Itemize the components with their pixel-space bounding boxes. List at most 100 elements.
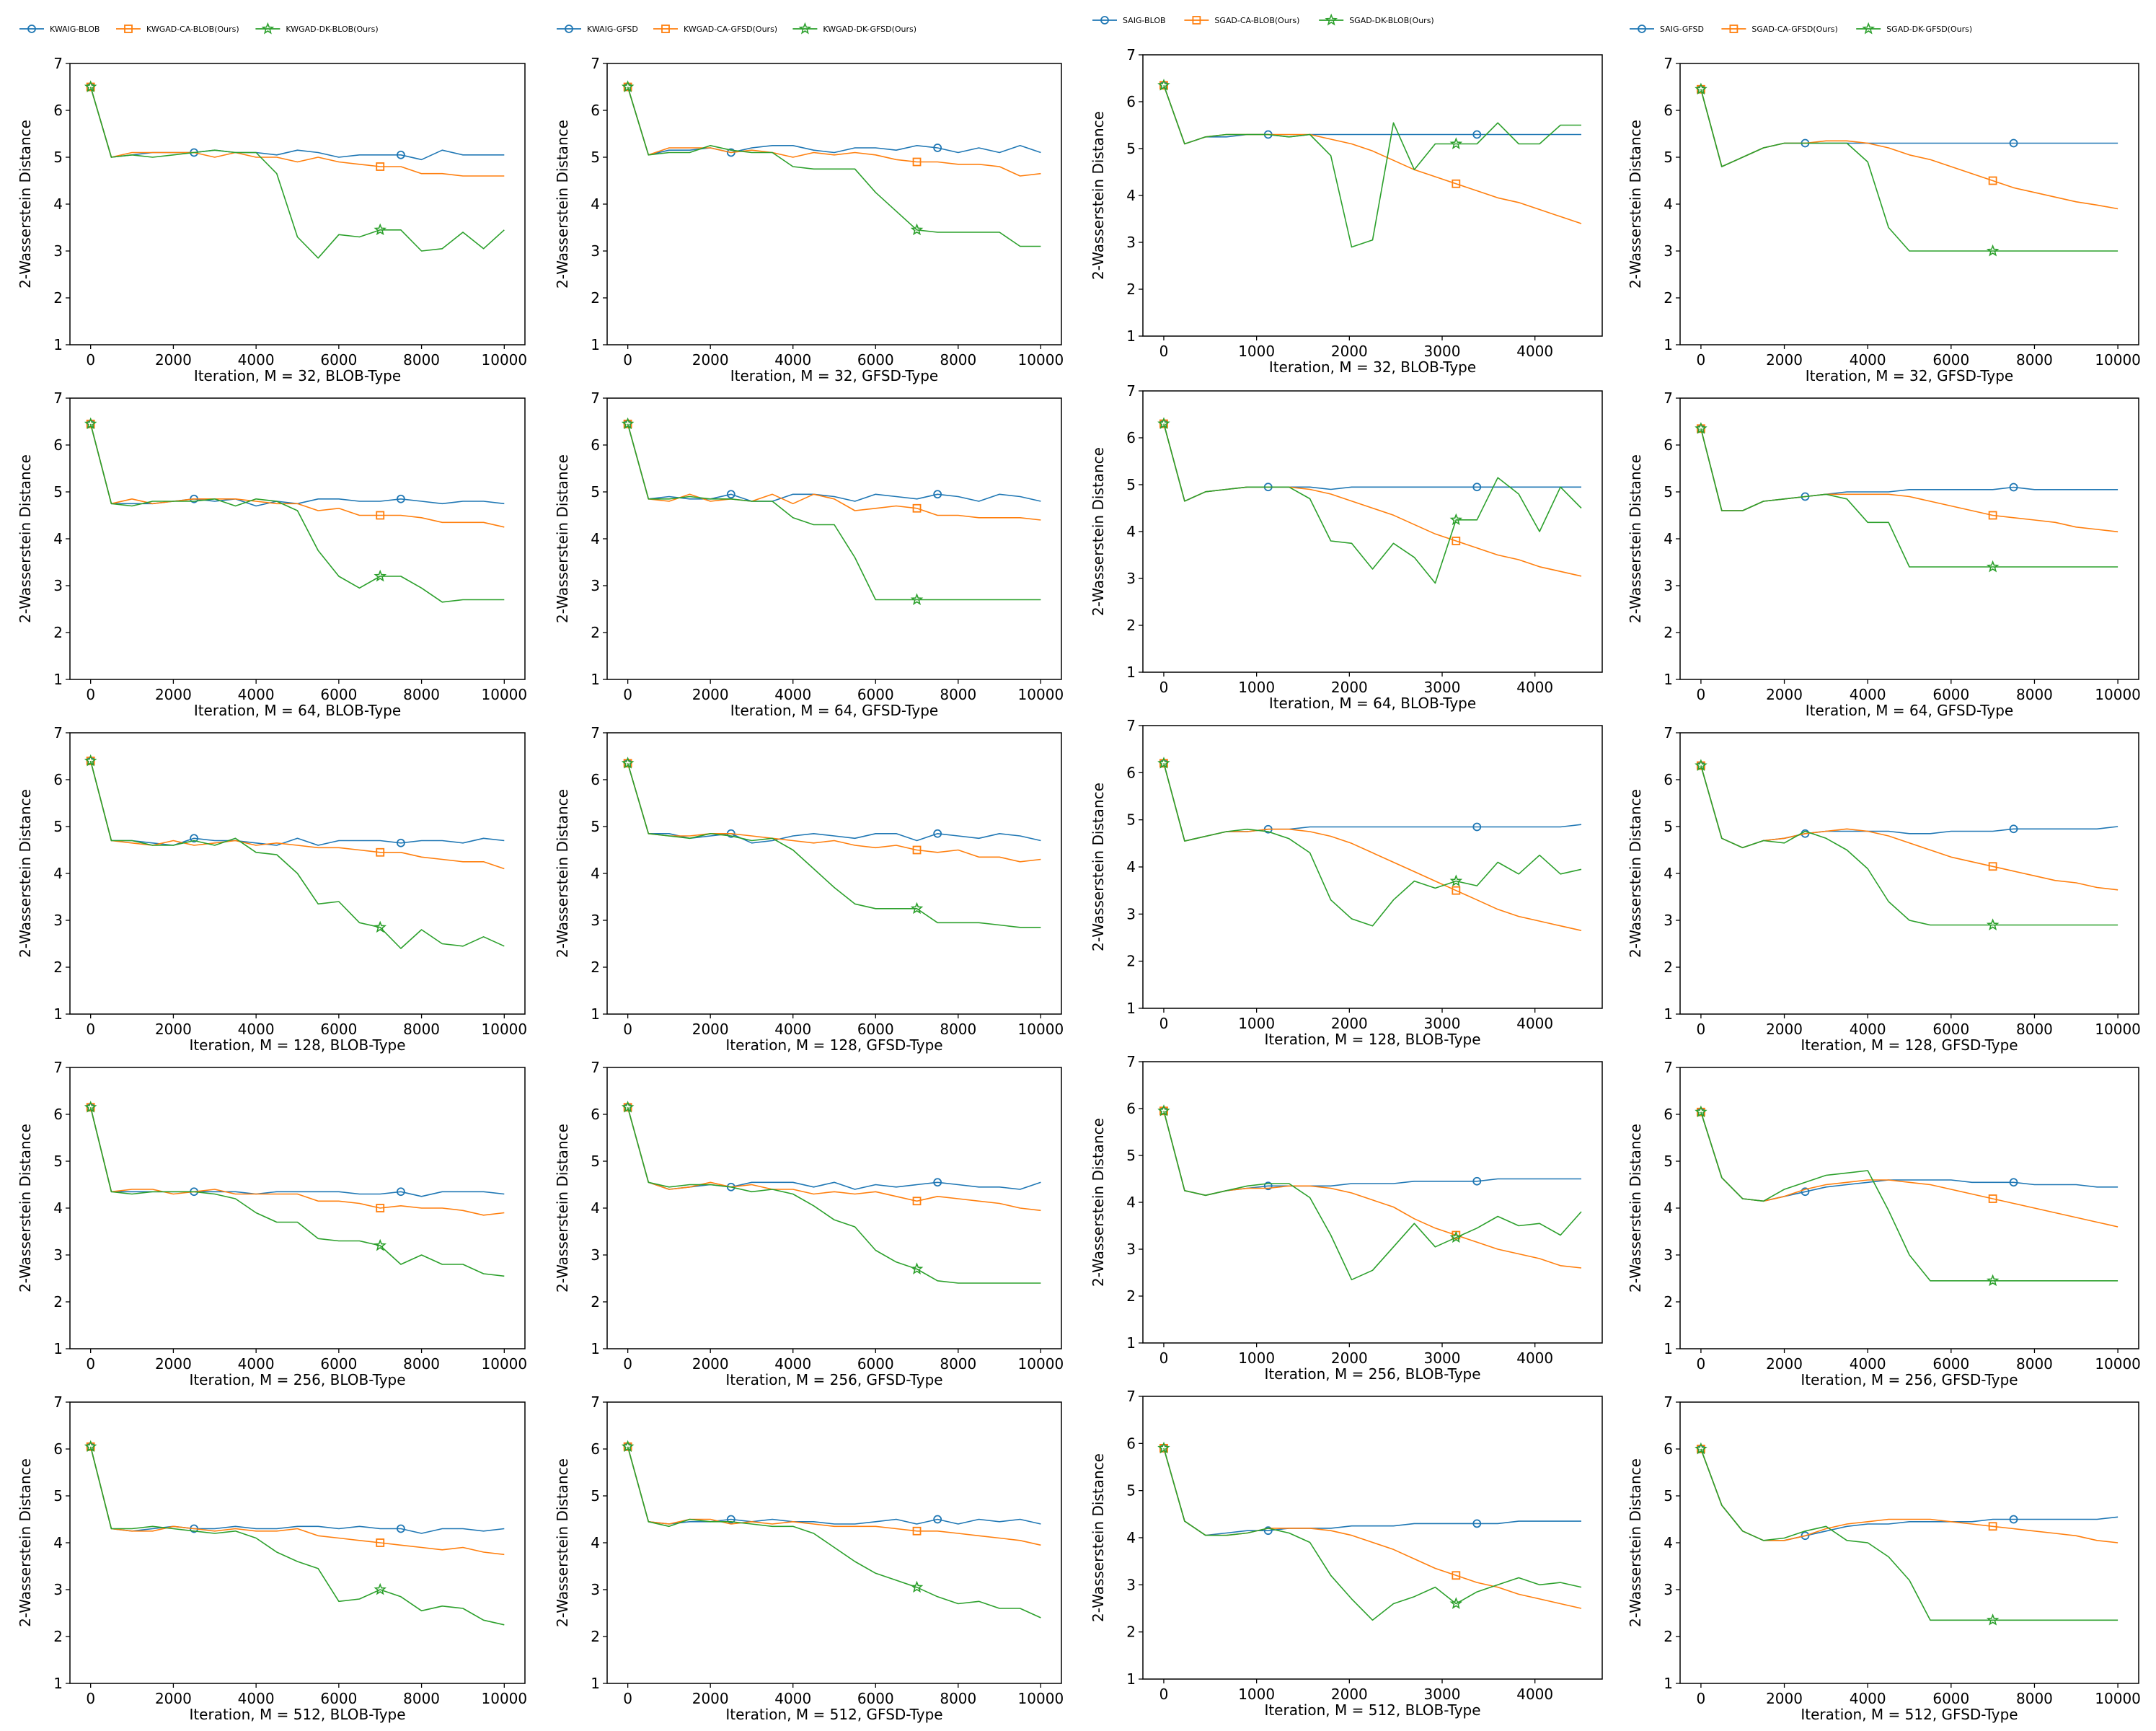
subplot-r4-c0: 1 2 3 4 5 6 7 0 2000 4000 6000 8000 10000 Iteration, … xyxy=(17,1393,527,1723)
data-point xyxy=(1157,417,1170,430)
x-tick-label: 2000 xyxy=(1331,1349,1368,1367)
subplot-r3-c3: 1 2 3 4 5 6 7 0 2000 4000 6000 8000 10000 Iteration, … xyxy=(1627,1059,2141,1388)
data-point xyxy=(1472,822,1482,832)
y-tick-label: 6 xyxy=(1126,764,1136,781)
series-2 xyxy=(1157,79,1581,248)
plot-frame xyxy=(69,63,526,345)
y-tick-label: 3 xyxy=(1664,577,1673,594)
x-tick-label: 10000 xyxy=(1018,686,1064,703)
x-tick-label: 6000 xyxy=(1932,351,1969,369)
y-tick-label: 7 xyxy=(591,724,600,741)
series-2 xyxy=(84,80,505,259)
legend-entry: KWGAD-CA-BLOB(Ours) xyxy=(146,25,239,34)
data-point xyxy=(726,490,735,499)
series-1 xyxy=(1159,1106,1582,1269)
data-point xyxy=(910,593,924,606)
x-tick-label: 4000 xyxy=(1516,1686,1553,1703)
data-point xyxy=(1988,1194,1997,1203)
y-tick-label: 5 xyxy=(1126,140,1136,157)
data-point xyxy=(374,920,386,933)
y-tick-label: 3 xyxy=(53,242,63,260)
x-tick-label: 10000 xyxy=(1018,1021,1064,1038)
y-tick-label: 5 xyxy=(1126,1482,1136,1499)
y-tick-label: 7 xyxy=(53,55,63,72)
legend-1: KWAIG-GFSD KWGAD-CA-GFSD(Ours) KWGAD-DK-GF… xyxy=(557,22,916,35)
x-tick-label: 8000 xyxy=(2016,1355,2053,1373)
series-line xyxy=(1163,763,1582,927)
y-axis-label: 2-Wasserstein Distance xyxy=(1090,1453,1107,1622)
y-tick-label: 3 xyxy=(1126,1241,1136,1258)
subplot-r0-c0: 1 2 3 4 5 6 7 0 2000 4000 6000 8000 10000 Iteration, … xyxy=(17,55,527,384)
x-tick-label: 0 xyxy=(623,1355,632,1373)
series-0 xyxy=(1697,1445,2119,1541)
data-point xyxy=(1449,874,1463,887)
y-tick-label: 7 xyxy=(1126,717,1136,734)
data-point xyxy=(2009,483,2018,492)
series-0 xyxy=(1159,1443,1581,1536)
data-point xyxy=(397,1187,405,1197)
y-axis-label: 2-Wasserstein Distance xyxy=(1627,789,1644,958)
legend-marker xyxy=(261,22,275,35)
data-point xyxy=(1157,79,1170,91)
x-tick-label: 8000 xyxy=(403,1021,440,1038)
data-point xyxy=(397,838,405,847)
y-tick-label: 1 xyxy=(1664,671,1673,688)
y-tick-label: 6 xyxy=(591,771,600,788)
data-point xyxy=(1986,244,2000,257)
series-2 xyxy=(1695,759,2119,931)
series-0 xyxy=(1697,424,2119,511)
data-point xyxy=(933,1515,942,1524)
subplot-r2-c3: 1 2 3 4 5 6 7 0 2000 4000 6000 8000 10000 Iteration, … xyxy=(1627,724,2141,1054)
series-line xyxy=(89,760,505,846)
y-tick-label: 4 xyxy=(1664,1534,1673,1551)
data-point xyxy=(1452,179,1461,188)
x-tick-label: 4000 xyxy=(1850,1690,1886,1707)
data-point xyxy=(376,162,385,171)
data-point xyxy=(2009,138,2018,148)
x-tick-label: 1000 xyxy=(1238,679,1275,696)
x-tick-label: 10000 xyxy=(2095,686,2141,703)
x-tick-label: 8000 xyxy=(403,1690,440,1707)
subplot-r1-c1: 1 2 3 4 5 6 7 0 2000 4000 6000 8000 10000 Iteration, … xyxy=(554,389,1064,719)
x-tick-label: 6000 xyxy=(320,1021,357,1038)
series-1 xyxy=(1159,81,1582,224)
data-point xyxy=(1452,886,1461,895)
y-axis-label: 2-Wasserstein Distance xyxy=(1627,1124,1644,1292)
x-tick-label: 0 xyxy=(1159,343,1169,360)
y-tick-label: 5 xyxy=(1126,811,1136,829)
y-axis-label: 2-Wasserstein Distance xyxy=(17,789,34,958)
y-tick-label: 5 xyxy=(53,483,63,501)
subplot-r0-c2: 1 2 3 4 5 6 7 0 1000 2000 3000 4000 Iteration, M = 3… xyxy=(1090,46,1603,376)
y-axis-label: 2-Wasserstein Distance xyxy=(1090,1118,1107,1287)
y-tick-label: 3 xyxy=(1664,242,1673,260)
series-line xyxy=(627,1446,1041,1546)
x-tick-label: 0 xyxy=(1159,1349,1169,1367)
legend-3: SAIG-GFSD SGAD-CA-GFSD(Ours) SGAD-DK-GFSD(… xyxy=(1630,22,1972,35)
y-axis-label: 2-Wasserstein Distance xyxy=(554,1458,571,1627)
y-tick-label: 4 xyxy=(1126,858,1136,876)
y-tick-label: 7 xyxy=(591,55,600,72)
x-axis-label: Iteration, M = 64, GFSD-Type xyxy=(1806,702,2014,719)
y-tick-label: 5 xyxy=(591,1487,600,1505)
data-point xyxy=(1695,1442,1707,1455)
y-tick-label: 2 xyxy=(1126,281,1136,298)
y-tick-label: 1 xyxy=(1664,1675,1673,1692)
series-0 xyxy=(623,1103,1041,1192)
x-tick-label: 3000 xyxy=(1424,1349,1461,1367)
series-0 xyxy=(623,759,1041,844)
series-2 xyxy=(1157,757,1582,927)
x-tick-label: 2000 xyxy=(155,1355,192,1373)
y-tick-label: 1 xyxy=(1664,1005,1673,1023)
y-axis-label: 2-Wasserstein Distance xyxy=(554,454,571,623)
y-tick-label: 6 xyxy=(53,771,63,788)
x-axis-label: Iteration, M = 64, GFSD-Type xyxy=(730,702,939,719)
y-tick-label: 3 xyxy=(53,577,63,594)
y-tick-label: 7 xyxy=(591,389,600,407)
y-axis-label: 2-Wasserstein Distance xyxy=(1090,447,1107,616)
x-tick-label: 4000 xyxy=(1850,351,1886,369)
y-tick-label: 7 xyxy=(53,1393,63,1411)
data-point xyxy=(910,1262,924,1275)
y-tick-label: 1 xyxy=(53,336,63,353)
y-tick-label: 6 xyxy=(1126,93,1136,110)
subplot-r0-c1: 1 2 3 4 5 6 7 0 2000 4000 6000 8000 10000 Iteration, … xyxy=(554,55,1064,384)
